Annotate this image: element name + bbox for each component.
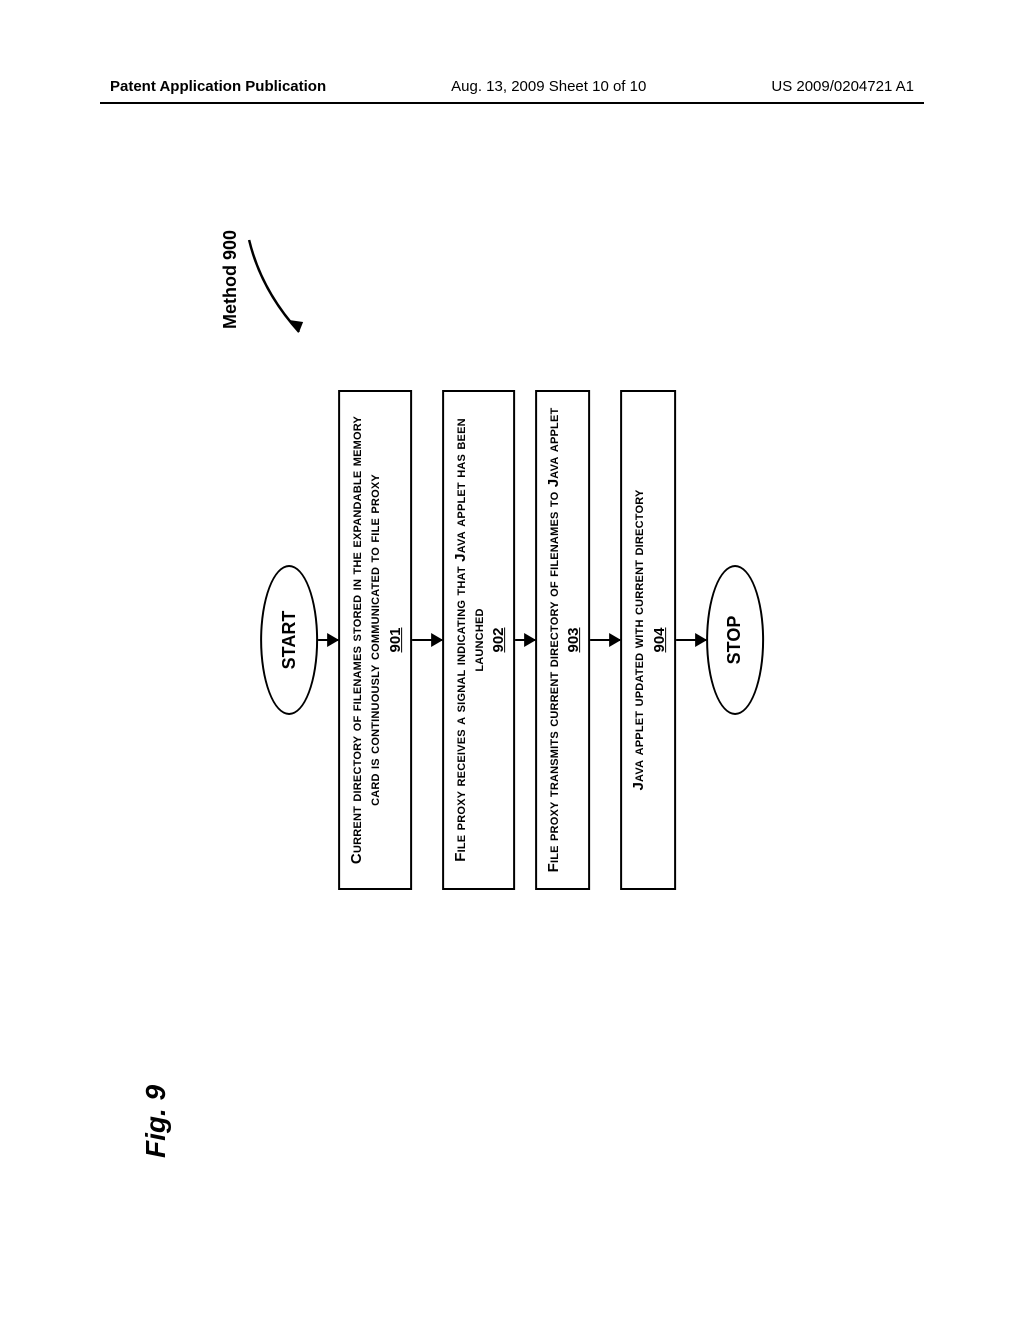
start-label: START (279, 611, 300, 670)
arrow-icon (515, 639, 535, 642)
page: Patent Application Publication Aug. 13, … (0, 0, 1024, 1320)
arrow-icon (412, 639, 442, 642)
step-text: File proxy transmits current directory o… (545, 402, 563, 878)
header-left: Patent Application Publication (110, 78, 326, 95)
header-right: US 2009/0204721 A1 (771, 78, 914, 95)
step-902: File proxy receives a signal indicating … (442, 390, 516, 890)
arrow-icon (318, 639, 338, 642)
step-ref: 901 (387, 402, 404, 878)
step-text: Current directory of filenames stored in… (348, 402, 385, 878)
figure-label: Fig. 9 (140, 1085, 172, 1158)
step-ref: 904 (651, 402, 668, 878)
header-mid: Aug. 13, 2009 Sheet 10 of 10 (451, 78, 646, 95)
method-label-group: Method 900 (220, 230, 311, 350)
flowchart: Method 900 START Current directory of fi… (260, 380, 764, 900)
start-terminator: START (260, 565, 318, 715)
stop-label: STOP (724, 616, 745, 665)
stop-terminator: STOP (706, 565, 764, 715)
header-rule (100, 102, 924, 104)
step-901: Current directory of filenames stored in… (338, 390, 412, 890)
arrow-icon (676, 639, 706, 642)
method-pointer-arrow-icon (241, 230, 311, 350)
page-header: Patent Application Publication Aug. 13, … (110, 78, 914, 95)
step-ref: 902 (490, 402, 507, 878)
arrow-icon (591, 639, 621, 642)
step-903: File proxy transmits current directory o… (535, 390, 590, 890)
step-904: Java applet updated with current directo… (621, 390, 676, 890)
method-label: Method 900 (220, 230, 241, 329)
step-text: Java applet updated with current directo… (631, 402, 649, 878)
step-ref: 903 (566, 402, 583, 878)
step-text: File proxy receives a signal indicating … (452, 402, 489, 878)
